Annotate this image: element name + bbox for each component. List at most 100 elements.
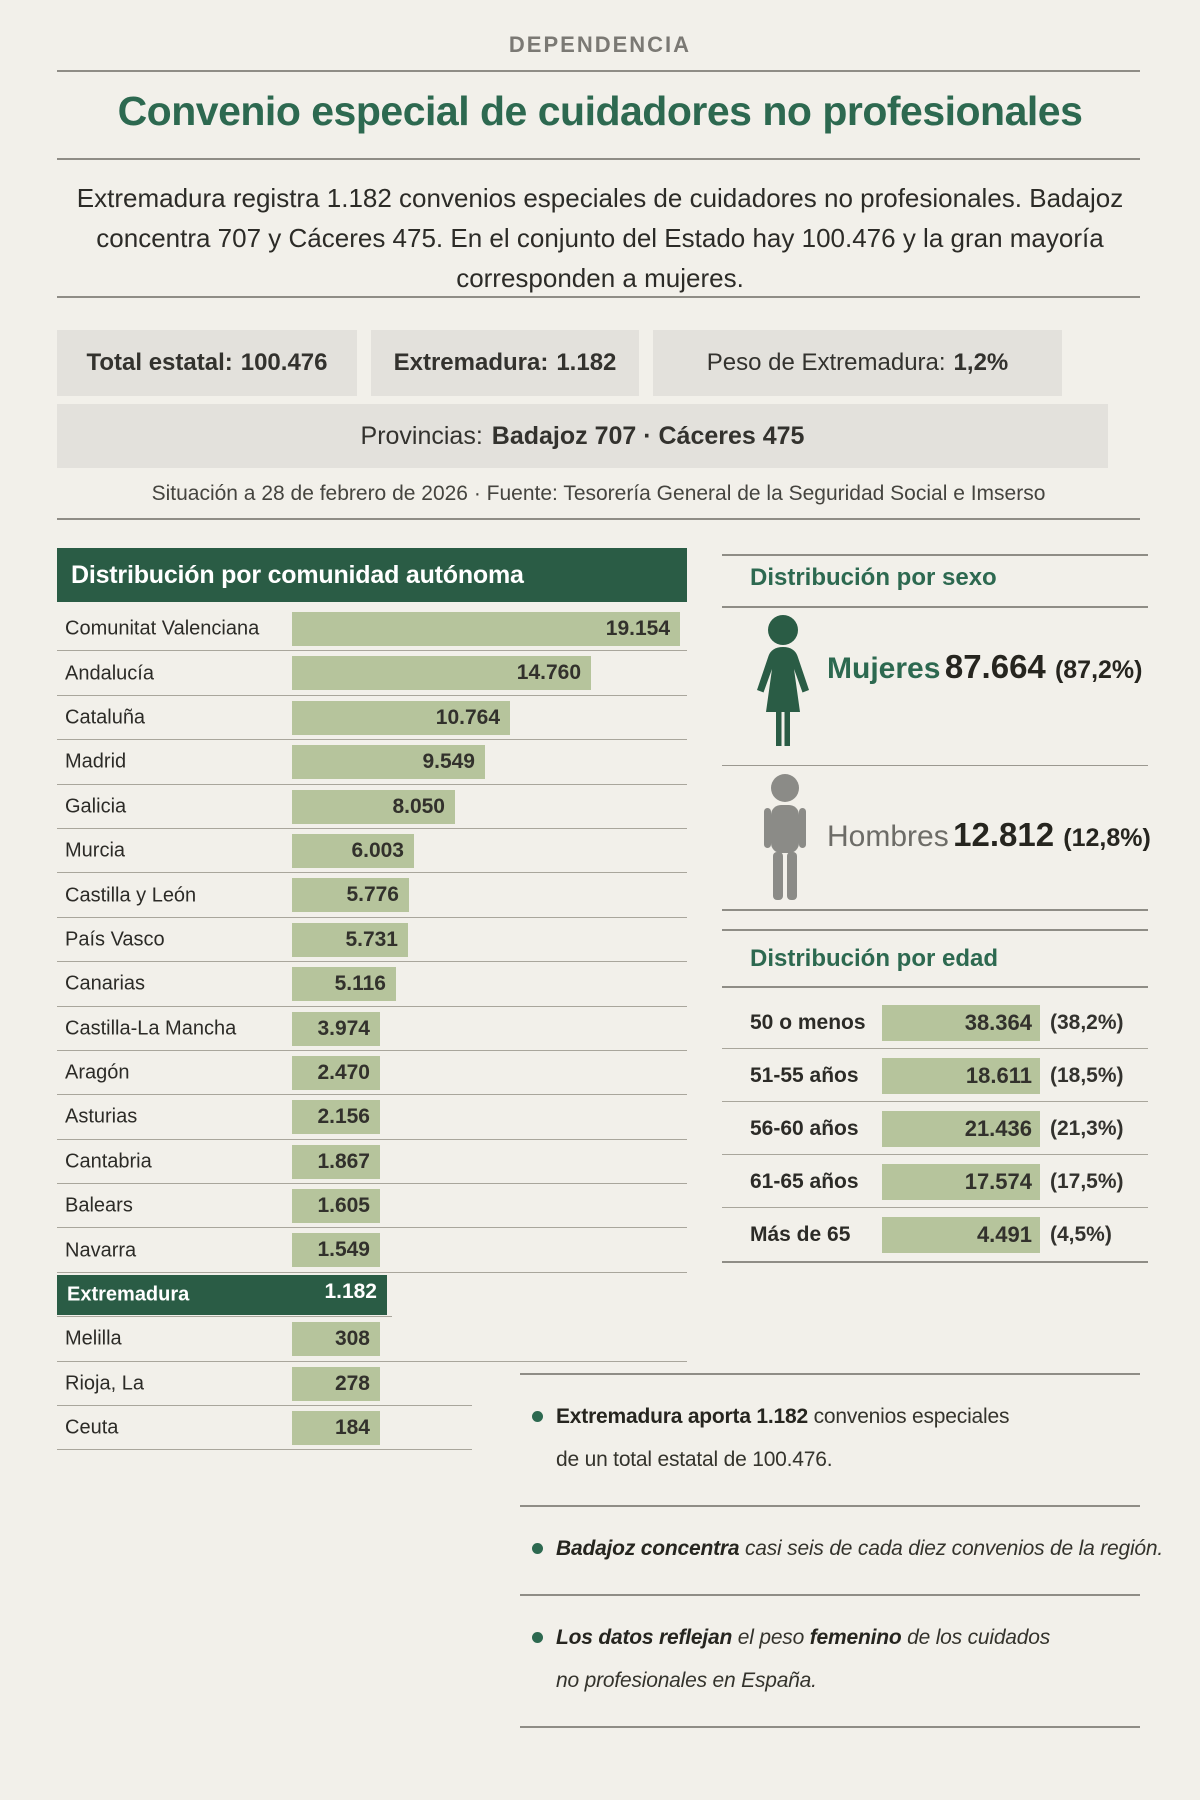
bar-label: País Vasco [65,928,165,951]
bar-value: 5.116 [334,972,386,996]
sex-value: 87.664 [944,648,1046,685]
row-separator [57,1449,472,1451]
bar: 1.605 [292,1189,380,1224]
row-separator [57,694,687,696]
bar: 8.050 [292,789,455,824]
stat-value: 1,2% [953,349,1009,376]
row-separator [57,1049,687,1051]
bullet-line: de un total estatal de 100.476. [556,1438,1140,1481]
divider [57,70,1140,72]
bar: 17.574 [882,1163,1040,1200]
age-percent: (18,5%) [1050,1063,1124,1087]
bullet-text: Los datos reflejan [556,1626,733,1649]
age-row: Más de 65 4.491 (4,5%) [722,1208,1148,1261]
bar: 14.760 [292,656,591,691]
bar-label: Castilla-La Mancha [65,1017,237,1040]
bar-row: 5.776 Castilla y León [57,873,687,918]
page-title: Convenio especial de cuidadores no profe… [117,88,1083,134]
stat-label: Extremadura: [393,349,549,376]
bullet-line: Extremadura aporta 1.182 convenios espec… [556,1395,1140,1438]
row-separator [57,1094,687,1096]
stat-label: Peso de Extremadura: [706,349,946,376]
stat-value: 100.476 [240,349,328,376]
bar-label: Melilla [65,1327,122,1350]
row-separator [722,1101,1148,1102]
bar-row: 9.549 Madrid [57,740,687,785]
age-label: Más de 65 [750,1222,851,1246]
sex-value: 12.812 [953,816,1055,853]
bar-row: 3.974 Castilla-La Mancha [57,1007,687,1051]
bar: 5.776 [292,878,409,913]
age-percent: (38,2%) [1050,1010,1124,1034]
sex-line-mujeres: Mujeres 87.664 (87,2%) [827,648,1143,686]
bar-row: 5.731 País Vasco [57,918,687,963]
row-separator [57,961,687,963]
provinces-value: Badajoz 707 · Cáceres 475 [491,421,805,450]
bullet-text: de los cuidados [901,1626,1051,1649]
age-percent: (21,3%) [1050,1116,1124,1140]
bar: 1.867 [292,1144,380,1179]
sex-pct: (87,2%) [1054,656,1143,684]
bullet-line: Badajoz concentra casi seis de cada diez… [556,1527,1163,1570]
age-percent: (4,5%) [1050,1222,1112,1246]
bar-row: 10.764 Cataluña [57,696,687,741]
row-separator [722,1048,1148,1049]
row-separator [57,1005,687,1007]
row-separator [57,739,687,741]
bar-row: 1.182 Extremadura [57,1273,687,1318]
stat-box-peso: Peso de Extremadura: 1,2% [653,330,1062,396]
bar-row: 14.760 Andalucía [57,651,687,696]
row-separator [57,1183,687,1185]
stat-box-extremadura: Extremadura: 1.182 [371,330,639,396]
bar-row: 184 Ceuta [57,1406,687,1451]
bullet-text: Badajoz concentra [556,1537,740,1560]
bar-label: Asturias [65,1105,138,1128]
divider [722,1261,1148,1263]
sex-label: Mujeres [827,652,941,685]
bar-value: 5.731 [345,927,398,951]
bar-row: 6.003 Murcia [57,829,687,874]
sex-label: Hombres [827,820,949,853]
bar-row: 2.156 Asturias [57,1095,687,1140]
bar-value: 2.470 [317,1060,370,1084]
bullet-dot-icon [532,1411,543,1422]
bar-label: Cantabria [65,1150,152,1173]
bullet-list: Extremadura aporta 1.182 convenios espec… [520,1375,1163,1728]
bar-value: 1.549 [317,1238,370,1262]
age-label: 61-65 años [750,1169,859,1193]
bar-value: 278 [334,1371,370,1395]
bar: 278 [292,1366,380,1401]
bar-label: Murcia [65,839,126,862]
bar-label: Cataluña [65,706,146,729]
bar-row: 278 Rioja, La [57,1362,687,1407]
stat-box-total: Total estatal: 100.476 [57,330,357,396]
bullet-dot-icon [532,1543,543,1554]
divider [722,554,1148,556]
kicker: DEPENDENCIA [508,32,692,57]
bar-row: 1.867 Cantabria [57,1140,687,1185]
bar-value: 1.182 [324,1279,377,1303]
bar-label: Ceuta [65,1416,119,1439]
bullet-item: Los datos reflejan el peso femenino de l… [520,1596,1140,1728]
bar: 2.156 [292,1100,380,1135]
row-separator [57,916,687,918]
stat-label: Total estatal: [86,349,233,376]
bullet-line: Los datos reflejan el peso femenino de l… [556,1616,1140,1659]
row-separator [57,1405,472,1407]
bar: 9.549 [292,745,485,780]
bar: 3.974 [292,1011,380,1046]
sex-section-title: Distribución por sexo [750,564,997,591]
row-separator [57,783,687,785]
intro-paragraph: Extremadura registra 1.182 convenios esp… [76,183,1124,293]
woman-icon [750,614,816,755]
bar-value: 19.154 [605,617,670,640]
bar-label: Balears [65,1194,133,1217]
divider [722,986,1148,988]
bar-label: Madrid [65,750,127,773]
divider [57,158,1140,160]
bar-value: 10.764 [435,705,500,729]
bar: 18.611 [882,1057,1040,1094]
bar-label: Navarra [65,1239,137,1262]
provinces-label: Provincias: [360,421,483,450]
bar-value: 1.605 [317,1194,370,1218]
